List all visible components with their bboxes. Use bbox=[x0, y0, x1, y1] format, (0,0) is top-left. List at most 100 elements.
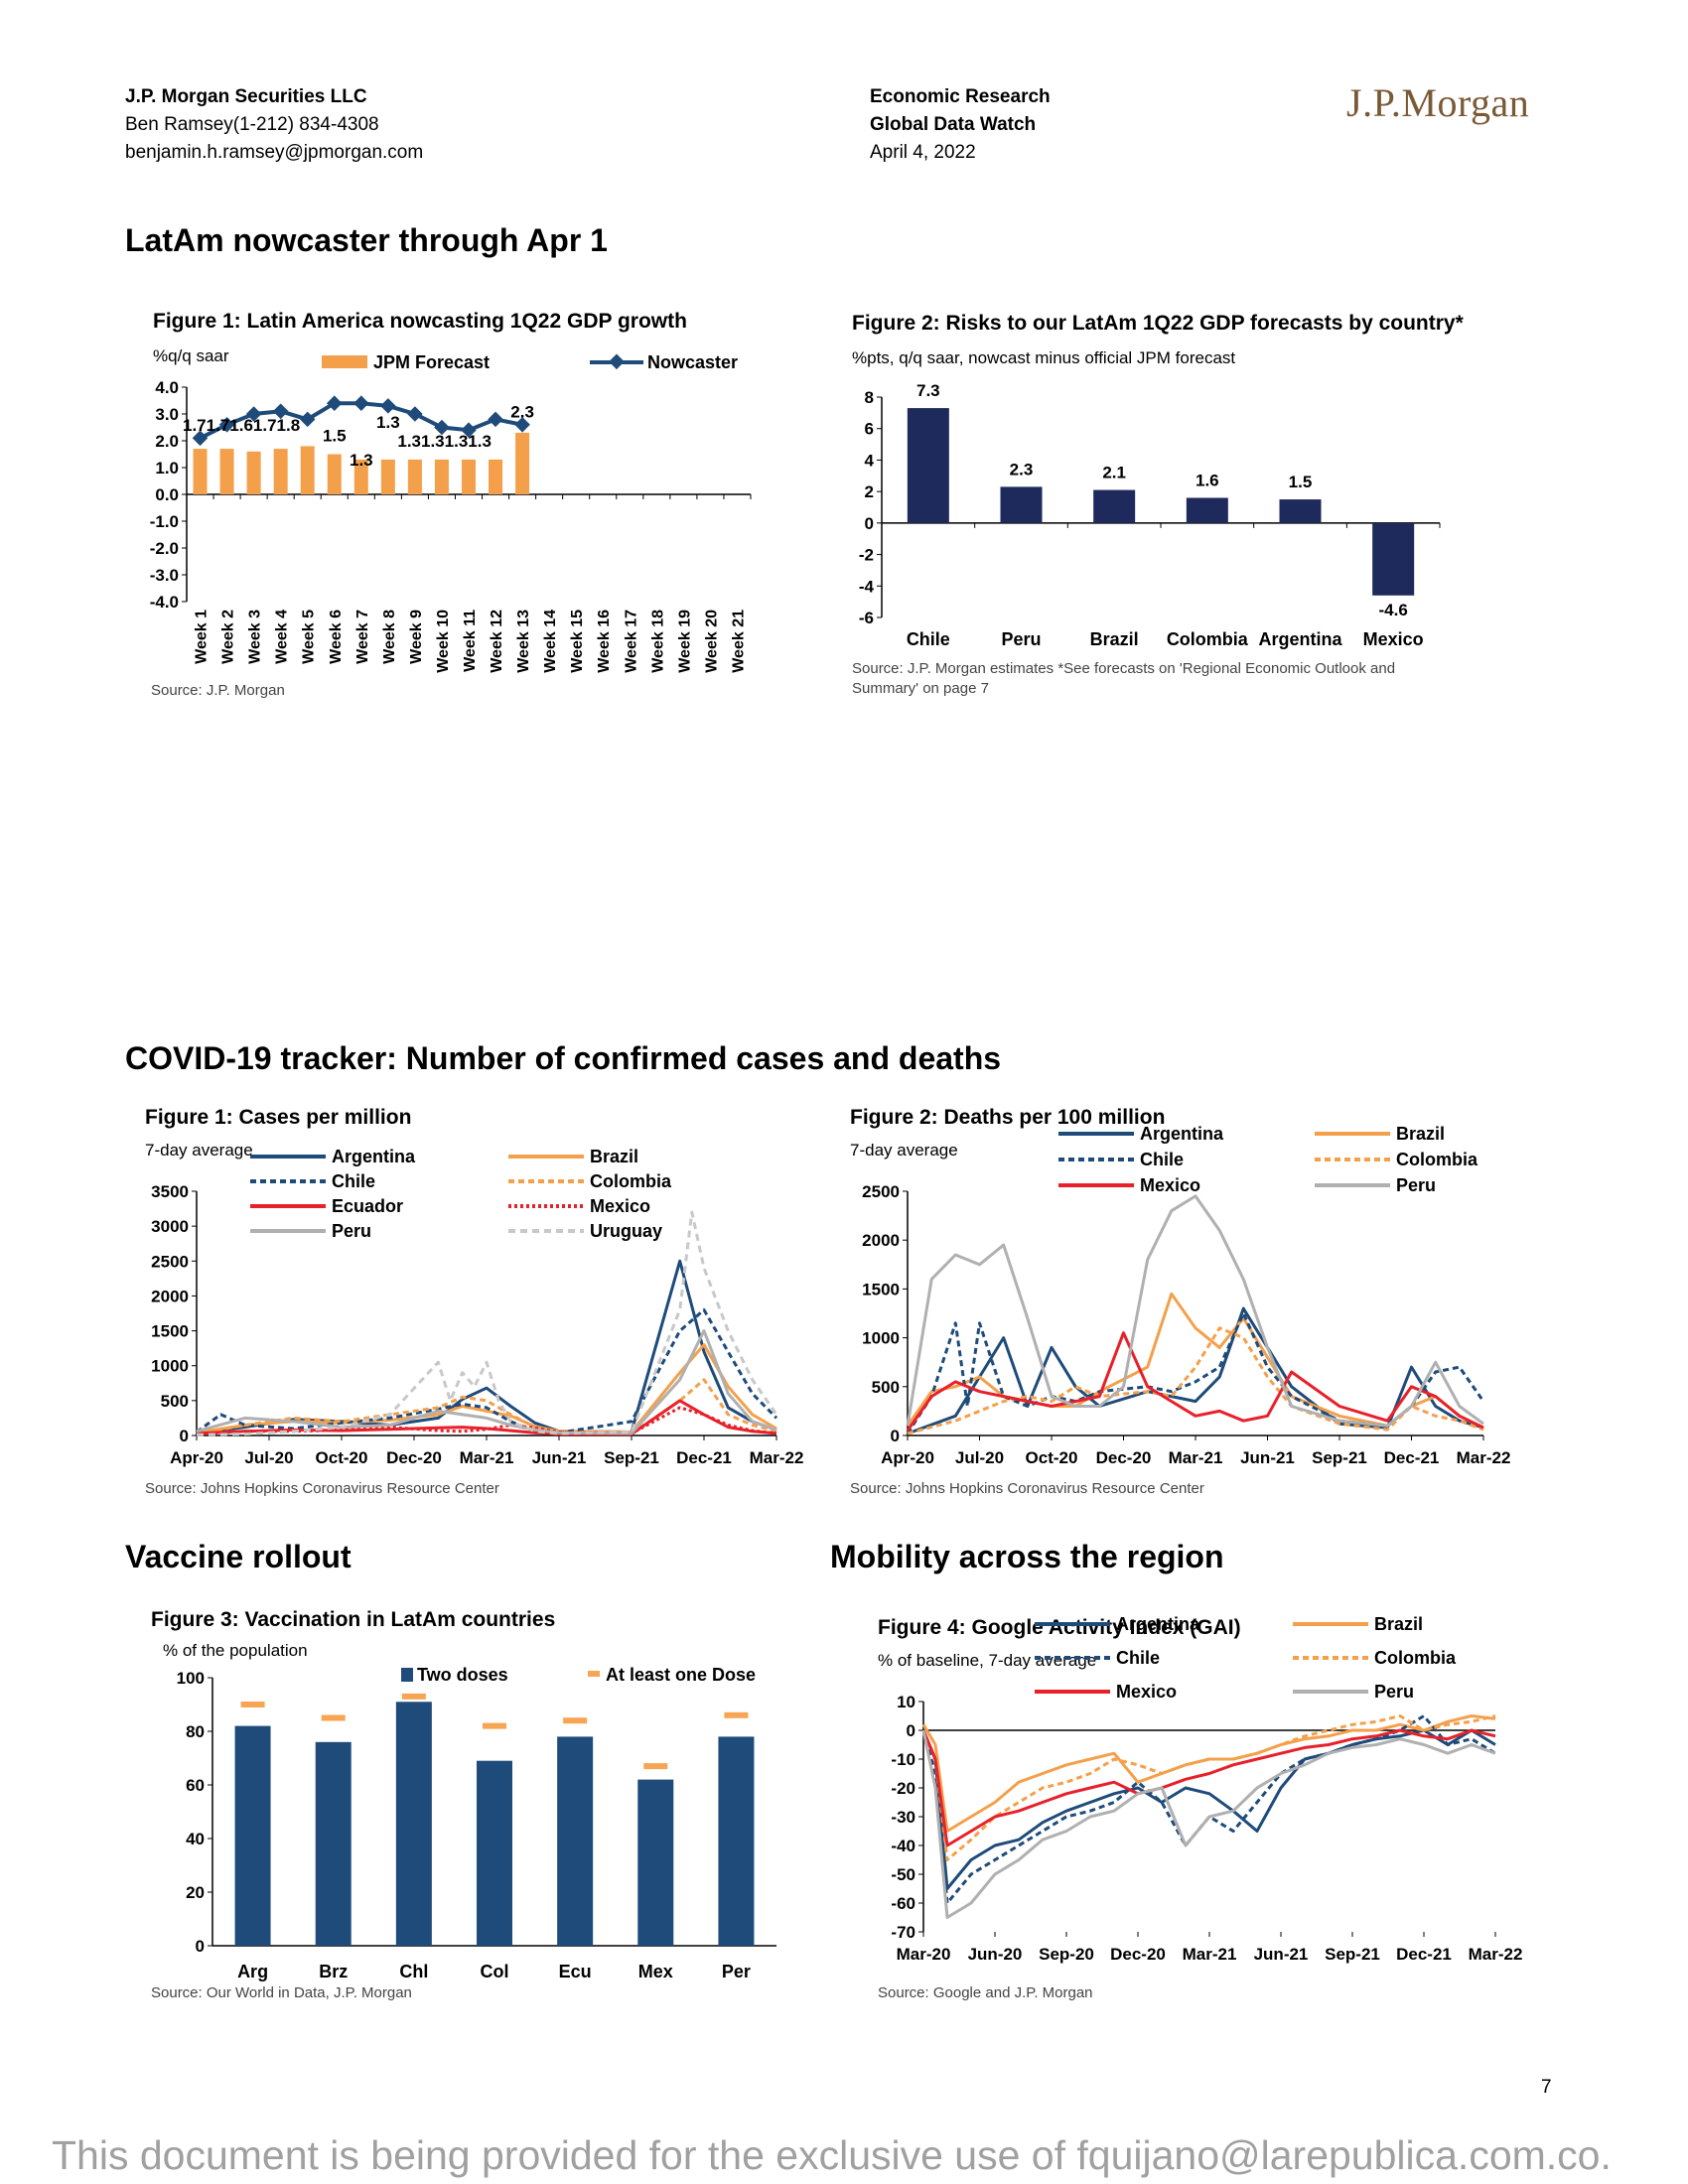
nowcast-x-tick-label: Week 17 bbox=[623, 610, 639, 673]
risks-y-tick-label: -4 bbox=[859, 577, 875, 596]
cases-series-uruguay bbox=[196, 1210, 778, 1436]
cases-x-tick-label: Dec-21 bbox=[676, 1448, 732, 1467]
deaths-title: Figure 2: Deaths per 100 million bbox=[850, 1106, 1165, 1129]
nowcast-data-label: 1.5 bbox=[323, 427, 347, 446]
vaccine-bar-per bbox=[718, 1736, 755, 1946]
author: Ben Ramsey(1-212) 834-4308 bbox=[125, 114, 379, 135]
deaths-x-tick-label: Jun-21 bbox=[1240, 1448, 1295, 1467]
header-left: J.P. Morgan Securities LLC Ben Ramsey(1-… bbox=[125, 83, 423, 167]
deaths-chart: Figure 2: Deaths per 100 million 7-day a… bbox=[850, 1106, 1510, 1497]
mobility-legend-label-mexico: Mexico bbox=[1116, 1682, 1177, 1702]
nowcast-x-tick-label: Week 13 bbox=[515, 610, 532, 673]
risks-data-label: 2.3 bbox=[1010, 460, 1034, 478]
risks-x-tick-label: Colombia bbox=[1167, 629, 1249, 649]
nowcast-data-label: 1.71.71.61.71.8 bbox=[183, 416, 300, 435]
nowcast-plot-area: 4.0 3.0 2.0 1.0 0.0 -1.0 -2.0 -3.0 -4.0 Week 1 Wee… bbox=[150, 378, 752, 673]
nowcast-data-label: 1.31.31.31.3 bbox=[397, 432, 492, 451]
cases-plot-area: 3500 3000 2500 2000 1500 1000 500 0 Apr-20 Jul-20… bbox=[151, 1182, 803, 1467]
vaccine-marker-brz bbox=[321, 1714, 346, 1721]
risks-y-tick-label: 8 bbox=[865, 388, 874, 407]
section-title-covid: COVID-19 tracker: Number of confirmed ca… bbox=[125, 1040, 1002, 1076]
risks-y-tick-label: 4 bbox=[865, 451, 875, 470]
cases-subtitle: 7-day average bbox=[145, 1141, 253, 1160]
vaccine-x-tick-label: Arg bbox=[237, 1962, 268, 1981]
mobility-legend-label-colombia: Colombia bbox=[1374, 1648, 1457, 1668]
risks-bar-argentina bbox=[1279, 499, 1322, 523]
vaccine-marker-arg bbox=[240, 1702, 265, 1707]
usage-notice: This document is being provided for the … bbox=[52, 2132, 1612, 2178]
vaccine-y-tick-label: 100 bbox=[177, 1669, 205, 1688]
risks-y-tick-label: 2 bbox=[865, 482, 874, 501]
nowcast-bar bbox=[353, 459, 368, 494]
mobility-y-tick-label: -50 bbox=[891, 1865, 915, 1884]
deaths-series-argentina bbox=[907, 1306, 1484, 1435]
nowcast-x-tick-label: Week 7 bbox=[354, 610, 371, 664]
mobility-legend-label-argentina: Argentina bbox=[1116, 1614, 1200, 1634]
risks-x-tick-label: Chile bbox=[907, 629, 950, 649]
jpmorgan-logo: J.P.Morgan bbox=[1346, 80, 1530, 125]
mobility-y-tick-label: -70 bbox=[891, 1923, 915, 1942]
risks-y-tick-label: -6 bbox=[859, 609, 874, 627]
cases-legend-label-peru: Peru bbox=[332, 1221, 371, 1241]
nowcast-y-tick-label: -4.0 bbox=[150, 593, 179, 612]
cases-x-tick-label: Oct-20 bbox=[316, 1448, 368, 1467]
nowcast-y-tick-label: -3.0 bbox=[150, 566, 179, 585]
mobility-series-argentina bbox=[921, 1728, 1496, 1890]
deaths-y-tick-label: 2000 bbox=[862, 1231, 900, 1250]
deaths-plot-area: 2500 2000 1500 1000 500 0 Apr-20 Jul-20 Oct-20 De… bbox=[862, 1182, 1510, 1467]
vaccine-x-tick-label: Brz bbox=[319, 1962, 348, 1981]
risks-x-tick-label: Mexico bbox=[1363, 629, 1424, 649]
cases-title: Figure 1: Cases per million bbox=[145, 1106, 411, 1129]
mobility-plot-area: 10 0 -10 -20 -30 -40 -50 -60 -70 Mar-20 Jun-20 Sep-… bbox=[891, 1693, 1522, 1964]
nowcast-y-tick-label: 2.0 bbox=[155, 432, 179, 451]
nowcast-marker bbox=[192, 430, 209, 447]
deaths-subtitle: 7-day average bbox=[850, 1141, 958, 1160]
mobility-series-peru bbox=[921, 1729, 1496, 1919]
cases-source: Source: Johns Hopkins Coronavirus Resour… bbox=[145, 1480, 499, 1497]
deaths-legend: Argentina Brazil Chile Colombia Mexico Peru bbox=[1058, 1124, 1478, 1195]
risks-y-tick-label: -2 bbox=[859, 546, 874, 565]
section-title-vaccine: Vaccine rollout bbox=[125, 1539, 352, 1574]
nowcast-bar bbox=[462, 459, 476, 494]
publication: Global Data Watch bbox=[870, 114, 1037, 135]
mobility-legend-label-peru: Peru bbox=[1374, 1682, 1414, 1702]
legend-swatch-one-dose bbox=[588, 1671, 600, 1677]
risks-x-tick-label: Peru bbox=[1001, 629, 1041, 649]
deaths-x-tick-label: Mar-21 bbox=[1169, 1448, 1223, 1467]
vaccine-x-tick-label: Mex bbox=[638, 1962, 673, 1981]
nowcast-bar bbox=[273, 449, 288, 494]
cases-legend-label-ecuador: Ecuador bbox=[332, 1196, 403, 1216]
mobility-series-colombia bbox=[921, 1714, 1496, 1861]
mobility-y-tick-label: -30 bbox=[891, 1808, 915, 1827]
vaccine-y-tick-label: 20 bbox=[186, 1883, 205, 1902]
vaccine-x-tick-label: Per bbox=[722, 1962, 751, 1981]
cases-legend-label-uruguay: Uruguay bbox=[590, 1221, 662, 1241]
cases-y-tick-label: 1000 bbox=[151, 1357, 189, 1376]
cases-x-tick-label: Sep-21 bbox=[604, 1448, 659, 1467]
nowcast-data-label: 1.3 bbox=[376, 413, 400, 432]
legend-label-forecast: JPM Forecast bbox=[373, 352, 490, 372]
legend-label-one-dose: At least one Dose bbox=[606, 1665, 756, 1685]
cases-y-tick-label: 500 bbox=[161, 1392, 189, 1411]
nowcast-x-tick-label: Week 15 bbox=[569, 610, 586, 673]
legend-swatch-forecast bbox=[322, 355, 367, 368]
nowcast-marker bbox=[380, 398, 396, 414]
nowcast-marker bbox=[353, 395, 369, 411]
risks-data-label: 7.3 bbox=[916, 381, 940, 400]
nowcast-marker bbox=[299, 411, 316, 428]
risks-source-line1: Source: J.P. Morgan estimates *See forec… bbox=[852, 660, 1395, 677]
deaths-y-tick-label: 2500 bbox=[862, 1182, 900, 1201]
vaccine-bar-chl bbox=[395, 1702, 432, 1946]
author-email: benjamin.h.ramsey@jpmorgan.com bbox=[125, 142, 424, 163]
deaths-x-tick-label: Oct-20 bbox=[1026, 1448, 1078, 1467]
mobility-title: Figure 4: Google Activity Index (GAI) bbox=[878, 1616, 1241, 1639]
cases-legend-label-chile: Chile bbox=[332, 1171, 375, 1191]
cases-series-chile bbox=[196, 1308, 778, 1434]
vaccine-marker-chl bbox=[401, 1693, 426, 1700]
section-title-mobility: Mobility across the region bbox=[830, 1539, 1224, 1574]
nowcast-marker bbox=[218, 417, 235, 433]
cases-series-mexico bbox=[196, 1406, 777, 1436]
risks-ylabel: %pts, q/q saar, nowcast minus official J… bbox=[852, 348, 1235, 367]
company-name: J.P. Morgan Securities LLC bbox=[125, 86, 367, 107]
vaccine-title: Figure 3: Vaccination in LatAm countries bbox=[151, 1608, 555, 1631]
